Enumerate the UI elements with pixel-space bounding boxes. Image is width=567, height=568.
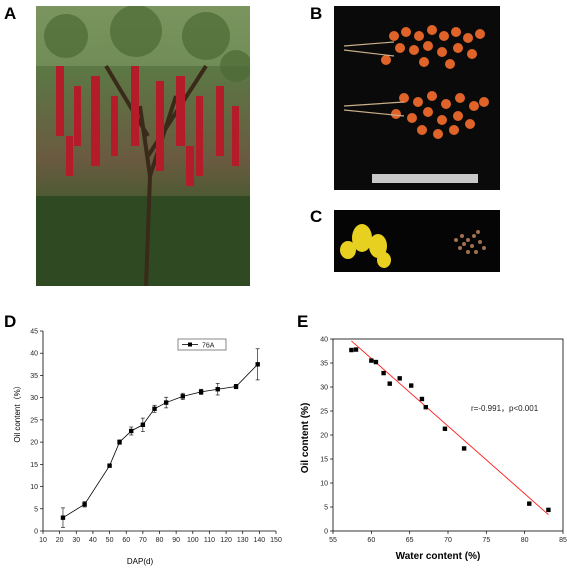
chart-d-data-point: [152, 406, 157, 411]
chart-e-data-point: [527, 501, 532, 506]
chart-d-legend-marker: [188, 342, 192, 347]
chart-e-data-point: [369, 358, 374, 363]
chart-e-y-tick-label: 0: [324, 529, 328, 536]
chart-d-x-tick-label: 120: [220, 537, 232, 544]
chart-e-data-point: [381, 370, 386, 376]
chart-e-x-tick-label: 70: [444, 537, 452, 544]
chart-d-y-tick-label: 45: [30, 329, 38, 336]
chart-e-y-tick-label: 15: [320, 457, 328, 464]
chart-e-x-tick-label: 85: [559, 537, 567, 544]
chart-e-y-tick-label: 35: [320, 361, 328, 368]
chart-d-x-tick-label: 80: [156, 537, 164, 544]
chart-d-y-tick-label: 25: [30, 417, 38, 424]
chart-e-x-tick-label: 80: [521, 537, 529, 544]
chart-d-data-point: [129, 428, 134, 434]
chart-d-data-point: [163, 400, 169, 405]
chart-e-data-point: [423, 404, 428, 410]
chart-d-x-tick-label: 150: [270, 537, 282, 544]
chart-d-y-tick-label: 40: [30, 351, 38, 358]
chart-e-y-tick-label: 5: [324, 505, 328, 512]
chart-d-x-tick-label: 50: [106, 537, 114, 544]
chart-e-annotation: r=-0.991，p<0.001: [471, 404, 539, 413]
chart-e-data-point: [373, 359, 379, 365]
chart-d-x-tick-label: 70: [139, 537, 147, 544]
chart-d-data-point: [60, 515, 66, 520]
chart-e-y-tick-label: 20: [320, 433, 328, 440]
chart-d-y-tick-label: 0: [34, 529, 38, 536]
chart-d-x-tick-label: 100: [187, 537, 199, 544]
panel-label-e: E: [297, 312, 309, 331]
chart-e-data-point: [442, 426, 448, 431]
chart-d-y-tick-label: 5: [34, 506, 38, 513]
chart-d-y-tick-label: 20: [30, 440, 38, 447]
chart-d-data-point: [198, 389, 204, 395]
chart-d-x-tick-label: 90: [172, 537, 180, 544]
chart-d-x-tick-label: 10: [39, 537, 47, 544]
chart-e-data-point: [349, 347, 354, 353]
tree-photo-art: [36, 6, 250, 286]
chart-d-ylabel: Oil content（%）: [13, 381, 22, 442]
chart-d-x-tick-label: 60: [122, 537, 130, 544]
panel-label-a: A: [4, 4, 17, 23]
chart-d-x-tick-label: 110: [204, 537, 215, 544]
chart-d-x-tick-label: 30: [72, 537, 80, 544]
chart-d-y-tick-label: 30: [30, 395, 38, 402]
chart-e-y-tick-label: 40: [320, 337, 328, 344]
chart-d-data-point: [233, 384, 239, 389]
panel-label-b: B: [310, 4, 323, 23]
chart-e-fit-line: [351, 340, 549, 516]
chart-e-x-tick-label: 75: [482, 537, 490, 544]
chart-e-data-point: [461, 446, 467, 451]
chart-d-data-point: [255, 362, 260, 367]
fruit-cluster-photo: [334, 6, 500, 190]
chart-e-data-point: [353, 347, 359, 352]
chart-e-ylabel: Oil content (%): [300, 403, 311, 474]
fruit-cluster-art: [343, 25, 489, 183]
chart-d-x-tick-label: 40: [89, 537, 97, 544]
chart-e-data-point: [397, 376, 402, 381]
chart-e-data-point: [546, 507, 551, 513]
chart-e-y-tick-label: 10: [320, 481, 328, 488]
chart-e-y-tick-label: 25: [320, 409, 328, 416]
chart-e-y-tick-label: 30: [320, 385, 328, 392]
chart-d-legend: [177, 338, 227, 351]
chart-d-x-tick-label: 140: [254, 537, 266, 544]
chart-d-data-point: [215, 387, 220, 392]
chart-e-x-tick-label: 55: [329, 537, 337, 544]
panel-label-d: D: [4, 312, 17, 331]
chart-d-data-point: [107, 463, 112, 468]
ruler: [372, 174, 478, 183]
chart-e-x-tick-label: 60: [367, 537, 375, 544]
seed-art: [340, 224, 486, 268]
chart-d-xlabel: DAP(d): [127, 557, 154, 566]
chart-e-data-point: [387, 381, 392, 386]
tree-photo: [36, 6, 250, 286]
chart-d-x-tick-label: 20: [56, 537, 64, 544]
chart-e-x-tick-label: 65: [406, 537, 414, 544]
chart-d-data-point: [82, 502, 87, 507]
chart-d-x-tick-label: 130: [237, 537, 249, 544]
seed-photo: [334, 210, 500, 272]
chart-e-data-point: [409, 383, 414, 388]
chart-e-data-point: [419, 396, 425, 402]
chart-d-data-point: [180, 394, 185, 399]
chart-d-legend-label: 76A: [202, 343, 215, 350]
chart-d-y-tick-label: 35: [30, 373, 38, 380]
chart-d-data-point: [117, 439, 122, 445]
panel-label-c: C: [310, 207, 323, 226]
chart-d-y-tick-label: 10: [30, 484, 38, 491]
chart-d-y-tick-label: 15: [30, 462, 38, 469]
chart-d-data-point: [140, 422, 146, 427]
chart-e-xlabel: Water content (%): [396, 551, 481, 562]
